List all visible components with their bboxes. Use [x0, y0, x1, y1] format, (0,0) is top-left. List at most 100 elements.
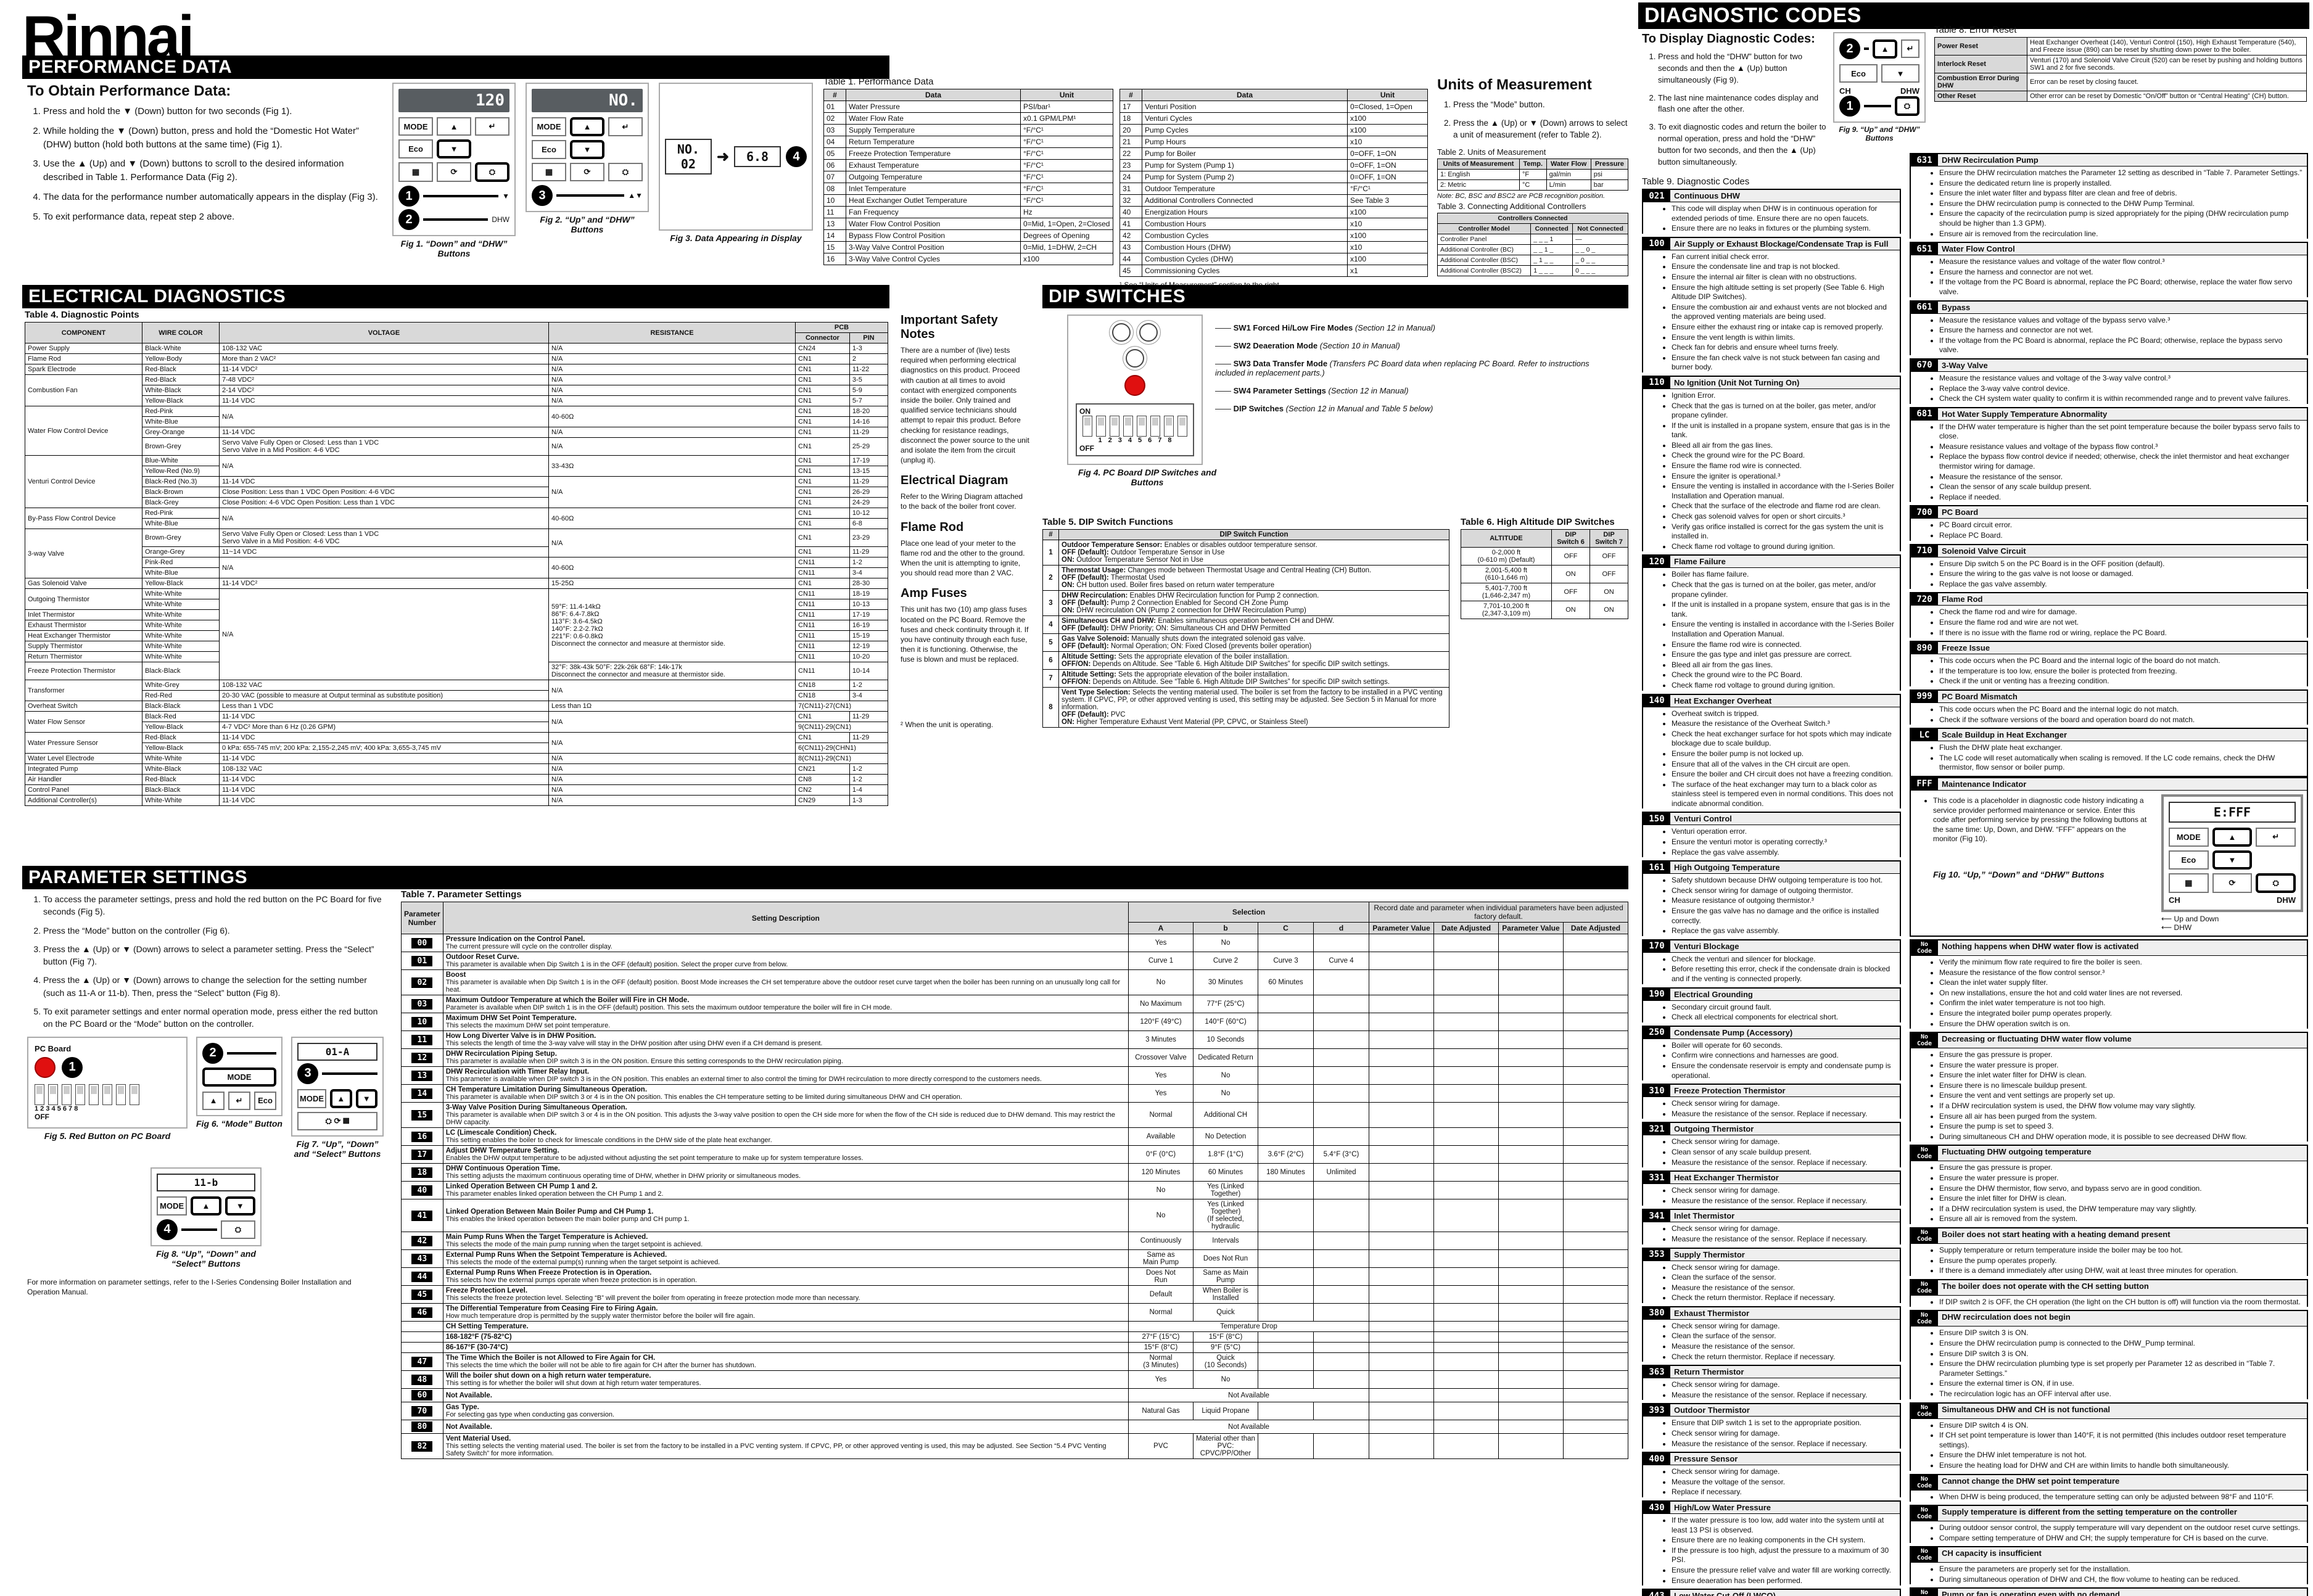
record-cell[interactable]	[1498, 1181, 1564, 1199]
record-cell[interactable]	[1498, 1232, 1564, 1250]
record-cell[interactable]	[1369, 1030, 1434, 1049]
record-cell[interactable]	[1563, 1181, 1628, 1199]
record-cell[interactable]	[1563, 1402, 1628, 1420]
dip-switch-bank[interactable]	[1079, 416, 1190, 437]
dhw-button[interactable]: ⛭	[1895, 96, 1919, 116]
down-button[interactable]: ▼	[570, 140, 604, 159]
record-cell[interactable]	[1563, 1048, 1628, 1067]
record-cell[interactable]	[1563, 1030, 1628, 1049]
down-button[interactable]: ▼	[437, 139, 471, 158]
select-button[interactable]: ⛭ ⟳ ▦	[297, 1111, 377, 1130]
record-cell[interactable]	[1498, 1145, 1564, 1164]
record-cell[interactable]	[1563, 1013, 1628, 1031]
record-cell[interactable]	[1563, 952, 1628, 970]
record-cell[interactable]	[1498, 1048, 1564, 1067]
record-cell[interactable]	[1369, 1331, 1434, 1343]
record-cell[interactable]	[1433, 1342, 1499, 1353]
record-cell[interactable]	[1563, 1127, 1628, 1146]
record-cell[interactable]	[1433, 1402, 1499, 1420]
record-cell[interactable]	[1369, 1084, 1434, 1103]
record-cell[interactable]	[1563, 995, 1628, 1013]
ch-button[interactable]: ▦	[2169, 873, 2209, 893]
record-cell[interactable]	[1563, 969, 1628, 995]
down-button[interactable]: ▼	[1881, 64, 1919, 83]
record-cell[interactable]	[1498, 1102, 1564, 1128]
record-cell[interactable]	[1433, 1066, 1499, 1085]
record-cell[interactable]	[1433, 1370, 1499, 1389]
record-cell[interactable]	[1563, 1321, 1628, 1332]
mode-button[interactable]: MODE	[297, 1088, 326, 1108]
record-cell[interactable]	[1433, 1030, 1499, 1049]
record-cell[interactable]	[1369, 1433, 1434, 1459]
record-cell[interactable]	[1369, 1163, 1434, 1182]
record-cell[interactable]	[1433, 1331, 1499, 1343]
record-cell[interactable]	[1563, 1342, 1628, 1353]
record-cell[interactable]	[1433, 1267, 1499, 1286]
record-cell[interactable]	[1369, 1199, 1434, 1232]
record-cell[interactable]	[1498, 934, 1564, 952]
record-cell[interactable]	[1433, 1127, 1499, 1146]
record-cell[interactable]	[1433, 1084, 1499, 1103]
record-cell[interactable]	[1498, 1199, 1564, 1232]
record-cell[interactable]	[1563, 1303, 1628, 1322]
record-cell[interactable]	[1433, 952, 1499, 970]
record-cell[interactable]	[1369, 995, 1434, 1013]
record-cell[interactable]	[1498, 1303, 1564, 1322]
mode-button[interactable]: MODE	[202, 1067, 276, 1087]
record-cell[interactable]	[1563, 1352, 1628, 1371]
record-cell[interactable]	[1369, 1066, 1434, 1085]
record-cell[interactable]	[1498, 1420, 1564, 1434]
sw3-button[interactable]	[1126, 349, 1144, 368]
record-cell[interactable]	[1369, 1145, 1434, 1164]
record-cell[interactable]	[1498, 1331, 1564, 1343]
up-button[interactable]: ▲	[191, 1196, 221, 1216]
record-cell[interactable]	[1369, 1013, 1434, 1031]
record-cell[interactable]	[1563, 1267, 1628, 1286]
eco-button[interactable]: Eco	[254, 1091, 276, 1110]
record-cell[interactable]	[1498, 952, 1564, 970]
record-cell[interactable]	[1563, 1433, 1628, 1459]
mode-button[interactable]: MODE	[157, 1196, 188, 1216]
enter-button[interactable]: ↵	[2256, 827, 2296, 847]
select-button[interactable]: ⛭	[221, 1220, 255, 1239]
enter-button[interactable]: ↵	[608, 117, 643, 136]
record-cell[interactable]	[1563, 1084, 1628, 1103]
record-cell[interactable]	[1498, 1370, 1564, 1389]
eco-button[interactable]: Eco	[1839, 64, 1878, 83]
record-cell[interactable]	[1563, 1370, 1628, 1389]
record-cell[interactable]	[1498, 1030, 1564, 1049]
record-cell[interactable]	[1433, 1352, 1499, 1371]
down-button[interactable]: ▼	[2212, 850, 2253, 870]
recirculation-button[interactable]: ⟳	[570, 163, 604, 181]
record-cell[interactable]	[1498, 1163, 1564, 1182]
recirculation-button[interactable]: ⟳	[2212, 873, 2253, 893]
record-cell[interactable]	[1563, 1420, 1628, 1434]
record-cell[interactable]	[1498, 1127, 1564, 1146]
up-button[interactable]: ▲	[330, 1088, 352, 1108]
record-cell[interactable]	[1369, 1127, 1434, 1146]
record-cell[interactable]	[1369, 1267, 1434, 1286]
eco-button[interactable]: Eco	[398, 139, 433, 158]
record-cell[interactable]	[1433, 1420, 1499, 1434]
record-cell[interactable]	[1433, 1145, 1499, 1164]
enter-button[interactable]: ↵	[475, 117, 509, 136]
record-cell[interactable]	[1498, 1013, 1564, 1031]
record-cell[interactable]	[1369, 1249, 1434, 1268]
mode-button[interactable]: MODE	[2169, 827, 2209, 847]
down-button[interactable]: ▼	[355, 1088, 377, 1108]
sw2-button[interactable]	[1112, 323, 1131, 342]
record-cell[interactable]	[1369, 952, 1434, 970]
record-cell[interactable]	[1498, 1267, 1564, 1286]
record-cell[interactable]	[1498, 1066, 1564, 1085]
record-cell[interactable]	[1433, 1303, 1499, 1322]
record-cell[interactable]	[1369, 1303, 1434, 1322]
record-cell[interactable]	[1563, 1331, 1628, 1343]
record-cell[interactable]	[1433, 1249, 1499, 1268]
down-button[interactable]: ▼	[225, 1196, 255, 1216]
record-cell[interactable]	[1563, 934, 1628, 952]
record-cell[interactable]	[1433, 934, 1499, 952]
record-cell[interactable]	[1369, 1352, 1434, 1371]
up-button[interactable]: ▲	[437, 117, 471, 136]
eco-button[interactable]: Eco	[532, 140, 566, 159]
dhw-button[interactable]: ⛭	[608, 163, 643, 181]
